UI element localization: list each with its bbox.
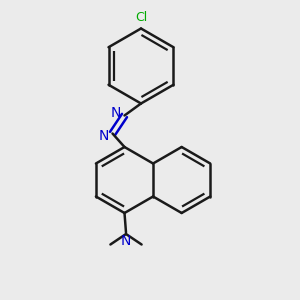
Text: N: N xyxy=(99,129,109,143)
Text: Cl: Cl xyxy=(135,11,147,24)
Text: N: N xyxy=(111,106,121,120)
Text: N: N xyxy=(121,234,131,248)
